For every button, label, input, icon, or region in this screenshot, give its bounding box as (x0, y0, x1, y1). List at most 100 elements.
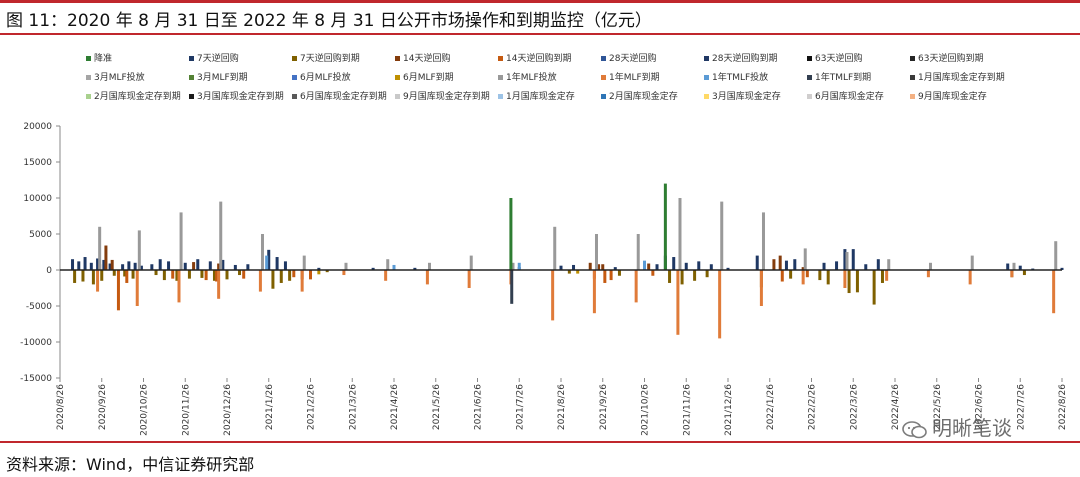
bar (872, 270, 876, 305)
legend-label: 3月国库现金定存 (712, 92, 781, 102)
bar (551, 270, 555, 321)
bar (309, 270, 312, 280)
bar (73, 270, 77, 283)
bar (1022, 270, 1026, 276)
bar (317, 267, 321, 270)
legend-swatch (86, 94, 91, 99)
x-tick-label: 2021/10/26 (641, 384, 651, 436)
x-tick-label: 2020/11/26 (181, 384, 191, 436)
bar (801, 267, 805, 270)
legend-label: 3月MLF到期 (197, 73, 248, 83)
legend-label: 6月国库现金定存 (815, 92, 884, 102)
legend-label: 63天逆回购 (815, 54, 863, 64)
legend-label: 6月MLF投放 (300, 73, 351, 83)
legend-item: 2月国库现金定存到期 (86, 90, 181, 104)
bar (603, 270, 607, 283)
x-tick-label: 2020/12/26 (223, 384, 233, 436)
legend-label: 28天逆回购到期 (712, 54, 778, 64)
bar (139, 265, 143, 270)
bar (219, 201, 223, 270)
legend-label: 6月MLF到期 (403, 73, 454, 83)
legend-item: 6月MLF投放 (292, 71, 351, 85)
bar (371, 267, 375, 270)
bar (789, 270, 793, 279)
bar (822, 262, 826, 270)
bar (655, 264, 659, 270)
bar (720, 201, 724, 270)
legend-label: 1年MLF到期 (609, 73, 660, 83)
x-tick-label: 2021/3/26 (348, 384, 358, 430)
x-tick-label: 2021/8/26 (557, 384, 567, 430)
x-tick-label: 2020/8/26 (56, 384, 66, 430)
bar (233, 264, 237, 270)
legend-label: 2月国库现金定存 (609, 92, 678, 102)
bar (559, 265, 563, 270)
bar (217, 270, 221, 299)
bar (96, 258, 100, 270)
bar (826, 270, 830, 285)
legend-swatch (704, 75, 709, 80)
bar (517, 262, 521, 270)
bar (246, 264, 250, 270)
bar (110, 259, 114, 270)
x-tick-label: 2021/9/26 (599, 384, 609, 430)
legend-item: 63天逆回购 (807, 52, 862, 66)
top-rule (0, 0, 1080, 3)
legend-label: 7天逆回购到期 (300, 54, 360, 64)
legend-label: 1年MLF投放 (506, 73, 557, 83)
bottom-rule (0, 441, 1080, 443)
bar (275, 257, 279, 270)
legend-label: 9月国库现金定存到期 (403, 92, 490, 102)
bar (260, 234, 264, 270)
bar (803, 248, 807, 270)
y-tick-label: 0 (46, 266, 52, 276)
legend-swatch (910, 56, 915, 61)
legend-label: 63天逆回购到期 (918, 54, 984, 64)
bar (208, 261, 212, 270)
legend-label: 3月MLF投放 (94, 73, 145, 83)
legend-label: 6月国库现金定存到期 (300, 92, 387, 102)
bar (292, 270, 296, 278)
legend-label: 3月国库现金定存到期 (197, 92, 284, 102)
wechat-icon (902, 420, 927, 438)
legend-label: 14天逆回购 (403, 54, 451, 64)
legend-label: 2月国库现金定存到期 (94, 92, 181, 102)
bar (425, 270, 429, 285)
bar (887, 259, 891, 270)
bar (726, 267, 730, 270)
x-tick-label: 2021/2/26 (307, 384, 317, 430)
legend-label: 降准 (94, 54, 113, 64)
x-tick-label: 2021/5/26 (432, 384, 442, 430)
bar (1060, 267, 1064, 270)
legend-item: 28天逆回购到期 (704, 52, 777, 66)
bar (926, 270, 930, 278)
y-tick-label: 20000 (23, 122, 52, 132)
legend-item: 14天逆回购 (395, 52, 450, 66)
bar (755, 255, 759, 270)
bar (780, 270, 784, 282)
bar (175, 270, 179, 281)
bar (413, 267, 417, 270)
bar (864, 264, 868, 270)
bar (876, 259, 880, 270)
bar (1006, 263, 1010, 270)
bar (158, 259, 162, 270)
bar (271, 270, 275, 289)
legend-item: 3月MLF到期 (189, 71, 248, 85)
legend-item: 3月国库现金定存 (704, 90, 781, 104)
bar (83, 257, 87, 270)
bar (386, 259, 390, 270)
bar (784, 260, 788, 270)
legend-swatch (704, 56, 709, 61)
bar (880, 270, 884, 283)
source-note: 资料来源：Wind，中信证券研究部 (6, 455, 255, 474)
bar (851, 249, 855, 270)
bar (342, 270, 346, 276)
bar (467, 270, 471, 288)
bar (104, 245, 108, 270)
y-tick-label: 10000 (23, 194, 52, 204)
bar (98, 226, 102, 270)
bar (634, 270, 638, 303)
bar (96, 270, 100, 292)
legend-label: 14天逆回购到期 (506, 54, 572, 64)
